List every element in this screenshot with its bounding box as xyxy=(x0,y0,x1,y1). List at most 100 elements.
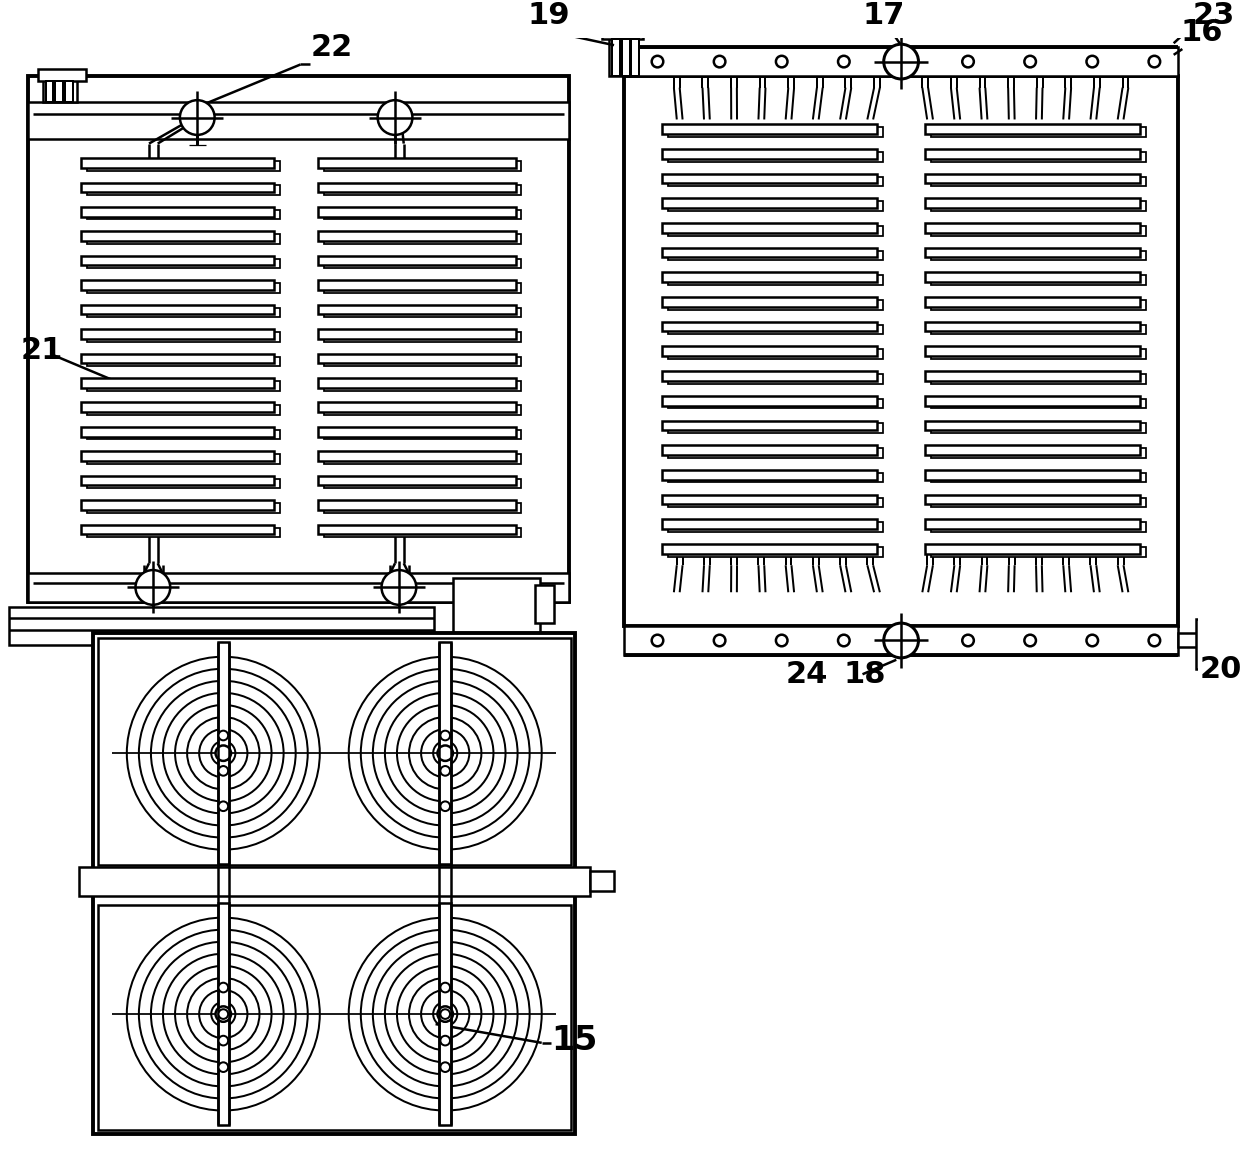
Bar xyxy=(668,226,883,235)
Bar xyxy=(662,223,877,233)
Bar xyxy=(324,503,522,513)
Circle shape xyxy=(1148,56,1161,68)
Circle shape xyxy=(438,1007,453,1022)
Bar xyxy=(87,258,280,269)
Bar xyxy=(324,283,522,293)
Bar xyxy=(87,381,280,391)
Bar xyxy=(317,501,516,510)
Bar xyxy=(82,256,274,265)
Bar xyxy=(931,523,1146,532)
Bar xyxy=(931,448,1146,457)
Circle shape xyxy=(838,634,849,646)
Bar xyxy=(87,234,280,244)
Bar xyxy=(87,430,280,440)
Bar xyxy=(317,305,516,314)
Bar xyxy=(82,452,274,461)
Bar xyxy=(668,424,883,433)
Bar xyxy=(662,347,877,356)
Bar xyxy=(82,525,274,534)
Text: 21: 21 xyxy=(21,336,63,365)
Circle shape xyxy=(180,100,215,135)
Bar xyxy=(87,185,280,196)
Circle shape xyxy=(218,1009,228,1018)
Bar xyxy=(631,40,639,76)
Bar xyxy=(82,232,274,241)
Bar xyxy=(317,232,516,241)
Bar xyxy=(82,501,274,510)
Bar xyxy=(931,547,1146,556)
Circle shape xyxy=(652,634,663,646)
Bar xyxy=(87,332,280,342)
Bar xyxy=(82,281,274,290)
Bar xyxy=(9,606,434,645)
Bar xyxy=(925,347,1140,356)
Bar xyxy=(603,24,644,40)
Bar xyxy=(93,633,575,1135)
Bar xyxy=(925,495,1140,504)
Bar xyxy=(82,158,274,168)
Bar xyxy=(87,503,280,513)
Text: 19: 19 xyxy=(527,1,570,30)
Bar xyxy=(931,300,1146,310)
Bar xyxy=(324,185,522,196)
Bar xyxy=(324,405,522,416)
Bar xyxy=(324,527,522,538)
Circle shape xyxy=(135,570,170,605)
Bar xyxy=(82,354,274,363)
Bar xyxy=(317,452,516,461)
Bar xyxy=(662,544,877,554)
Bar xyxy=(668,325,883,334)
Bar xyxy=(668,177,883,186)
Bar xyxy=(324,210,522,220)
Bar xyxy=(931,473,1146,483)
Bar xyxy=(931,399,1146,409)
Bar xyxy=(931,201,1146,211)
Text: 17: 17 xyxy=(863,1,905,30)
Bar xyxy=(87,478,280,489)
Bar xyxy=(925,248,1140,257)
Bar xyxy=(217,643,229,864)
Bar xyxy=(29,102,569,139)
Bar xyxy=(662,198,877,208)
Circle shape xyxy=(714,56,725,68)
Bar xyxy=(98,904,570,1130)
Bar xyxy=(931,325,1146,334)
Bar xyxy=(1178,633,1203,647)
Bar xyxy=(931,177,1146,186)
Bar xyxy=(668,523,883,532)
Bar xyxy=(98,638,570,865)
Circle shape xyxy=(438,745,453,761)
Bar xyxy=(609,23,636,76)
Bar xyxy=(668,151,883,162)
Bar xyxy=(453,577,539,636)
Bar xyxy=(29,76,569,602)
Text: 20: 20 xyxy=(1200,655,1240,684)
Bar xyxy=(668,201,883,211)
Bar xyxy=(621,40,630,76)
Bar xyxy=(590,872,614,890)
Bar xyxy=(931,276,1146,285)
Bar xyxy=(662,248,877,257)
Circle shape xyxy=(1086,56,1099,68)
Bar xyxy=(925,420,1140,431)
Bar xyxy=(925,544,1140,554)
Circle shape xyxy=(440,982,450,993)
Bar xyxy=(668,349,883,359)
Bar xyxy=(87,356,280,367)
Bar xyxy=(317,281,516,290)
Bar xyxy=(87,161,280,171)
Bar xyxy=(668,250,883,261)
Circle shape xyxy=(378,100,413,135)
Bar xyxy=(317,476,516,485)
Circle shape xyxy=(218,731,228,740)
Bar xyxy=(82,183,274,192)
Bar xyxy=(668,399,883,409)
Bar xyxy=(38,70,87,80)
Bar xyxy=(82,207,274,217)
Bar xyxy=(82,305,274,314)
Bar xyxy=(662,519,877,528)
Bar xyxy=(324,234,522,244)
Bar xyxy=(931,497,1146,508)
Bar xyxy=(78,867,590,895)
Bar xyxy=(324,430,522,440)
